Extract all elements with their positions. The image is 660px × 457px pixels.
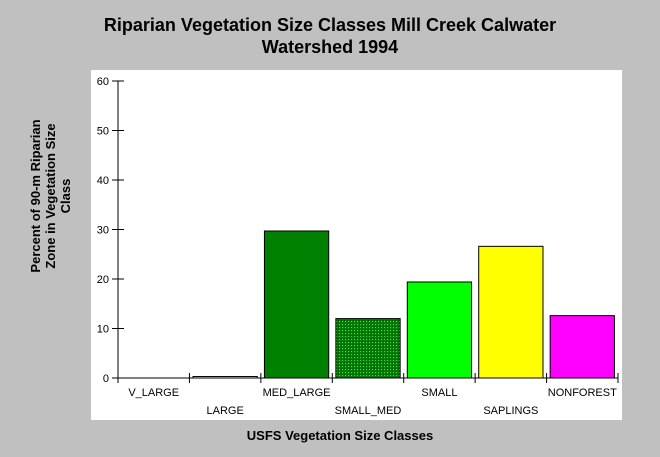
bar-med-large: [263, 230, 330, 379]
labels-layer: 0 10 20 30 40 50 60 V_LARGE LARGE MED_LARGE SMALL_…: [97, 76, 617, 417]
x-tick-label-small-med: SMALL_MED: [335, 405, 402, 417]
y-tick-label: 50: [97, 126, 109, 138]
x-tick-label-large: LARGE: [206, 405, 243, 417]
chart-title-line-1: Riparian Vegetation Size Classes Mill Cr…: [103, 15, 557, 35]
bars-layer: [192, 230, 615, 379]
y-tick-label: 0: [103, 373, 109, 385]
x-tick-label-saplings: SAPLINGS: [483, 405, 538, 417]
y-axis-label-line-2: Zone in Vegetation Size: [43, 123, 58, 268]
y-tick-label: 20: [97, 274, 109, 286]
y-tick-label: 10: [97, 324, 109, 336]
x-tick-label-nonforest: NONFOREST: [548, 387, 617, 399]
chart-title-line-2: Watershed 1994: [261, 37, 399, 57]
y-axis-label-line-1: Percent of 90-m Riparian: [28, 119, 43, 272]
bar-nonforest: [549, 315, 615, 379]
y-tick-label: 60: [97, 76, 109, 88]
axes-layer: [112, 80, 619, 383]
x-tick-label-small: SMALL: [421, 387, 457, 399]
bar-small-med: [335, 318, 401, 379]
x-axis-label: USFS Vegetation Size Classes: [247, 428, 433, 443]
y-tick-label: 30: [97, 225, 109, 237]
chart-title: Riparian Vegetation Size Classes Mill Cr…: [0, 14, 660, 58]
y-axis-label-line-3: Class: [58, 179, 73, 214]
y-tick-label: 40: [97, 175, 109, 187]
bar-saplings: [478, 245, 544, 379]
x-tick-label-v-large: V_LARGE: [128, 387, 179, 399]
x-tick-label-med-large: MED_LARGE: [263, 387, 331, 399]
bar-small: [406, 281, 473, 379]
